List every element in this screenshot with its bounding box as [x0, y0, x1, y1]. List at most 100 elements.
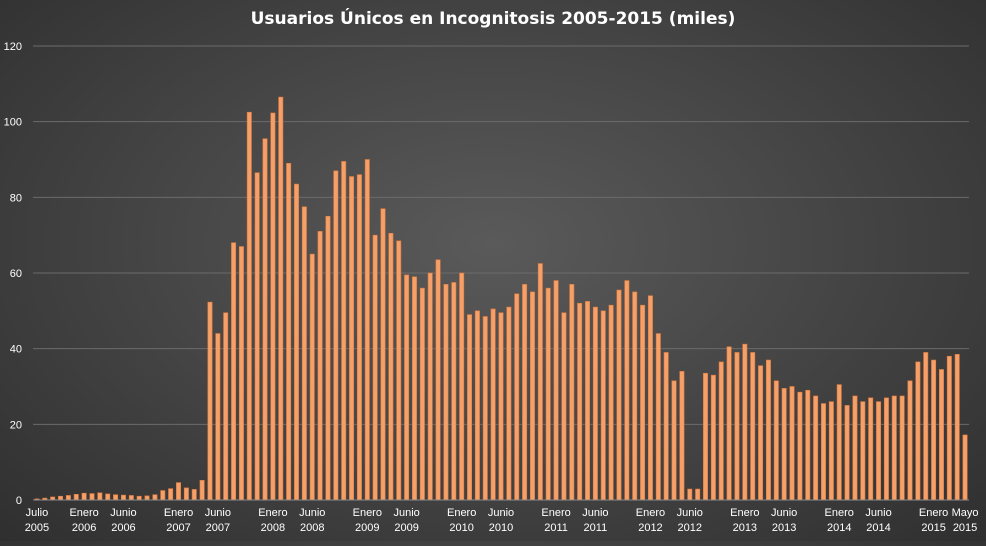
x-tick-label: Enero 2011: [541, 507, 570, 534]
bar: [805, 389, 811, 501]
bar: [498, 312, 504, 501]
bar: [647, 295, 653, 501]
x-tick-label: Junio 2011: [582, 507, 608, 534]
bar: [545, 287, 551, 501]
x-tick-label-month: Enero: [258, 507, 287, 519]
x-tick-label: Enero 2014: [825, 507, 854, 534]
x-tick-label-month: Junio: [488, 507, 514, 519]
bar: [412, 276, 417, 501]
bar: [474, 310, 480, 501]
bar: [467, 314, 472, 501]
bar: [679, 371, 685, 501]
x-tick-label-month: Enero: [919, 507, 948, 519]
x-tick-label-month: Enero: [69, 507, 98, 519]
x-tick-label-month: Julio: [26, 507, 49, 519]
x-tick-label: Enero 2007: [164, 507, 193, 534]
bar: [254, 172, 260, 501]
bar: [136, 495, 142, 501]
bar: [364, 159, 370, 501]
bar: [231, 242, 237, 501]
y-tick-label: 60: [10, 268, 22, 280]
bar: [176, 482, 181, 501]
x-tick-label-year: 2013: [772, 522, 796, 534]
bar: [632, 291, 638, 501]
x-tick-label: Enero 2015: [919, 507, 948, 534]
x-tick-label-year: 2008: [261, 522, 285, 534]
bar: [459, 272, 465, 501]
bar: [687, 488, 693, 501]
bar: [262, 138, 268, 501]
bar: [341, 161, 347, 501]
bar: [309, 253, 315, 501]
bar: [899, 395, 905, 501]
x-tick-label: Enero 2006: [69, 507, 98, 534]
bar: [199, 480, 205, 501]
bar: [286, 162, 292, 501]
bar: [616, 289, 622, 501]
x-tick-label-month: Enero: [730, 507, 759, 519]
bar: [600, 310, 606, 501]
x-tick-label: Julio 2005: [25, 507, 49, 534]
bar: [585, 301, 590, 501]
bar: [750, 352, 756, 501]
bar: [663, 352, 669, 501]
x-tick-label-year: 2015: [921, 522, 945, 534]
bar: [427, 272, 433, 501]
x-tick-label: Junio 2008: [299, 507, 325, 534]
x-tick-label-month: Junio: [865, 507, 891, 519]
x-tick-label: Enero 2009: [353, 507, 382, 534]
y-tick-label: 100: [4, 117, 22, 129]
bar: [168, 488, 174, 501]
bar: [844, 405, 850, 501]
x-tick-label: Junio 2010: [488, 507, 514, 534]
x-tick-label-year: 2009: [355, 522, 379, 534]
bar: [939, 369, 944, 501]
bar: [828, 401, 834, 501]
bar: [962, 434, 968, 501]
bar: [592, 306, 598, 501]
bar: [89, 493, 95, 501]
x-tick-label: Junio 2007: [205, 507, 231, 534]
bar: [58, 495, 63, 501]
bar: [734, 352, 740, 501]
bar: [765, 359, 771, 501]
x-tick-label-year: 2006: [111, 522, 135, 534]
y-tick-label: 40: [10, 344, 22, 356]
x-tick-label: Enero 2012: [636, 507, 665, 534]
bar: [915, 361, 921, 501]
bar: [931, 359, 937, 501]
x-tick-label: Enero 2008: [258, 507, 287, 534]
x-tick-label-year: 2011: [584, 522, 608, 534]
bar: [703, 372, 708, 501]
x-tick-label-year: 2010: [449, 522, 473, 534]
y-tick-label: 0: [16, 495, 22, 507]
bar: [836, 384, 842, 501]
bar: [797, 391, 803, 501]
x-tick-label-year: 2007: [206, 522, 230, 534]
gridlines: [33, 45, 969, 425]
bars: [34, 96, 968, 501]
bar: [113, 494, 119, 501]
x-tick-label-month: Junio: [393, 507, 419, 519]
x-tick-label-month: Junio: [677, 507, 703, 519]
x-tick-label-month: Enero: [825, 507, 854, 519]
y-tick-label: 120: [4, 41, 22, 53]
x-tick-label-year: 2012: [678, 522, 702, 534]
bar: [883, 397, 889, 501]
bar: [301, 206, 307, 501]
bar: [569, 284, 575, 501]
bar: [537, 263, 543, 501]
bar: [758, 365, 764, 501]
x-tick-label-month: Junio: [299, 507, 325, 519]
y-axis-tick-labels: 0 20 40 60 80 100 120: [4, 41, 22, 507]
x-tick-label-year: 2010: [489, 522, 513, 534]
x-tick-label-year: 2005: [25, 522, 49, 534]
x-tick-label-year: 2008: [300, 522, 324, 534]
x-tick-label-month: Enero: [541, 507, 570, 519]
bar: [278, 96, 284, 501]
bar: [710, 374, 716, 501]
x-tick-label-month: Enero: [447, 507, 476, 519]
bar: [907, 380, 913, 501]
